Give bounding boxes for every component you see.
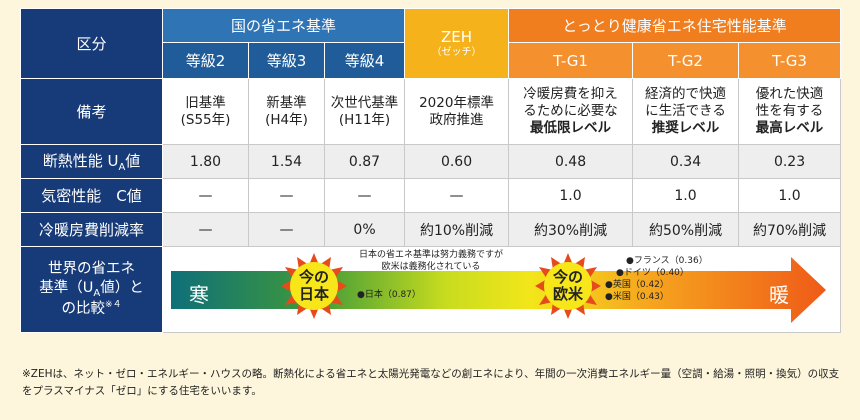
remarks-tg3: 優れた快適 性を有する 最高レベル: [738, 78, 842, 145]
japan-now-text: 今の 日本: [281, 253, 347, 319]
remarks-line: 経済的で快適: [645, 86, 727, 103]
header-tg3: T-G3: [738, 42, 842, 79]
header-kubun: 区分: [20, 8, 163, 79]
cost-value: —: [248, 212, 325, 247]
zeh-label: ZEH: [441, 27, 473, 46]
marker-france: ●フランス（0.36）: [626, 256, 708, 266]
ua-label: 断熱性能 U: [42, 152, 119, 170]
zeh-footnote: ※ZEHは、ネット・ゼロ・エネルギー・ハウスの略。断熱化による省エネと太陽光発電…: [22, 368, 840, 397]
remarks-line: 旧基準: [185, 94, 226, 111]
header-national-group: 国の省エネ基準: [161, 8, 406, 43]
cost-value: 0%: [323, 212, 406, 247]
warm-label: 暖: [769, 283, 789, 307]
remarks-grade-4: 次世代基準 (H11年): [323, 78, 406, 145]
row-label-cost: 冷暖房費削減率: [20, 212, 163, 247]
c-value: —: [162, 178, 249, 213]
burst-line: 日本: [298, 285, 329, 303]
ua-value: 0.23: [738, 144, 842, 179]
c-value: 1.0: [632, 178, 740, 213]
row-label-ua: 断熱性能 UA値: [20, 144, 163, 179]
world-comparison-band-cell: 寒 暖 今の 日本 今: [161, 246, 842, 333]
ua-value: 1.80: [162, 144, 249, 179]
header-tg2: T-G2: [632, 42, 740, 79]
burst-shape-icon: [281, 253, 347, 319]
c-value: —: [323, 178, 406, 213]
world-label-sup: ※４: [104, 300, 122, 311]
note-line: 欧米は義務化されている: [381, 262, 481, 273]
ua-value: 0.87: [323, 144, 406, 179]
marker-us: ●米国（0.43）: [605, 292, 669, 302]
header-zeh: ZEH （ゼッチ）: [404, 8, 510, 79]
western-now-text: 今の 欧米: [535, 253, 601, 319]
remarks-line: 政府推進: [429, 111, 484, 128]
remarks-line: (H4年): [265, 111, 308, 128]
marker-uk: ●英国（0.42）: [605, 280, 669, 290]
standards-table: 区分 国の省エネ基準 ZEH （ゼッチ） とっとり健康省エネ住宅性能基準 等級2…: [20, 8, 842, 333]
ua-value: 0.48: [508, 144, 634, 179]
c-value: 1.0: [508, 178, 634, 213]
header-tottori-group: とっとり健康省エネ住宅性能基準: [508, 8, 842, 43]
remarks-grade-3: 新基準 (H4年): [248, 78, 325, 145]
remarks-line: 性を有する: [755, 103, 824, 120]
remarks-level: 推奨レベル: [651, 119, 720, 136]
cost-value: 約70%削減: [738, 212, 842, 247]
ua-value: 0.60: [404, 144, 510, 179]
cold-label: 寒: [189, 283, 209, 307]
remarks-level: 最高レベル: [755, 119, 824, 136]
marker-japan: ●日本（0.87）: [357, 290, 421, 300]
remarks-zeh: 2020年標準 政府推進: [404, 78, 510, 145]
western-now-burst: 今の 欧米: [535, 253, 601, 319]
remarks-level: 最低限レベル: [530, 119, 612, 136]
ua-value: 0.34: [632, 144, 740, 179]
remarks-line: (S55年): [180, 111, 231, 128]
c-value: —: [248, 178, 325, 213]
remarks-line: 優れた快適: [755, 86, 824, 103]
remarks-line: に生活できる: [645, 103, 726, 120]
remarks-tg1: 冷暖房費を抑え るために必要な 最低限レベル: [508, 78, 634, 145]
world-label-line: 世界の省エネ: [48, 261, 135, 278]
cost-value: —: [162, 212, 249, 247]
c-value: 1.0: [738, 178, 842, 213]
row-label-remarks: 備考: [20, 78, 163, 145]
burst-line: 今の: [298, 267, 329, 286]
remarks-line: るために必要な: [523, 103, 618, 120]
c-value: —: [404, 178, 510, 213]
remarks-line: 新基準: [266, 94, 307, 111]
obligation-note: 日本の省エネ基準は努力義務ですが 欧米は義務化されている: [359, 249, 503, 273]
header-grade-3: 等級3: [248, 42, 325, 79]
marker-germany: ●ドイツ（0.40）: [616, 268, 689, 278]
ua-label-tail: 値: [125, 152, 141, 170]
japan-now-burst: 今の 日本: [281, 253, 347, 319]
cost-value: 約10%削減: [404, 212, 510, 247]
remarks-line: 次世代基準: [330, 94, 399, 111]
world-label-line: 基準（U: [39, 280, 94, 297]
remarks-line: (H11年): [338, 111, 391, 128]
header-grade-4: 等級4: [323, 42, 406, 79]
note-line: 日本の省エネ基準は努力義務ですが: [359, 250, 504, 260]
ua-value: 1.54: [248, 144, 325, 179]
ua-label-sub: A: [118, 162, 126, 173]
cost-value: 約30%削減: [508, 212, 634, 247]
world-comparison-band: 寒 暖 今の 日本 今: [171, 250, 826, 325]
burst-line: 今の: [552, 267, 583, 286]
row-label-world: 世界の省エネ 基準（UA値）と の比較※４: [20, 246, 163, 333]
world-label-sub: A: [93, 287, 101, 299]
remarks-line: 2020年標準: [419, 94, 494, 111]
world-label-line: の比較: [61, 300, 105, 317]
remarks-line: 冷暖房費を抑え: [523, 86, 618, 103]
cost-value: 約50%削減: [632, 212, 740, 247]
row-label-c: 気密性能 C値: [20, 178, 163, 213]
burst-shape-icon: [535, 253, 601, 319]
burst-line: 欧米: [552, 285, 583, 303]
remarks-grade-2: 旧基準 (S55年): [162, 78, 249, 145]
zeh-reading: （ゼッチ）: [431, 46, 482, 58]
world-label-tail: 値）と: [100, 280, 144, 297]
remarks-tg2: 経済的で快適 に生活できる 推奨レベル: [632, 78, 740, 145]
header-grade-2: 等級2: [162, 42, 249, 79]
header-tg1: T-G1: [508, 42, 634, 79]
